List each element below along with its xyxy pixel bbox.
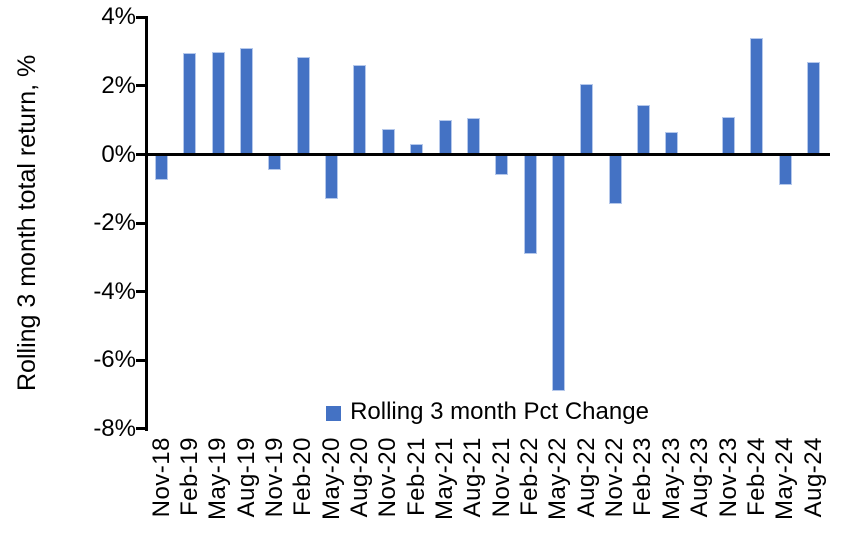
bar <box>296 56 310 155</box>
y-tick-label: -6% <box>93 346 136 374</box>
bar <box>722 116 735 155</box>
x-tick-label: Nov-21 <box>487 437 515 518</box>
bar <box>268 154 282 170</box>
y-axis-title: Rolling 3 month total return, % <box>13 54 41 392</box>
y-tick-label: 2% <box>101 71 136 99</box>
y-tick-mark <box>136 427 145 431</box>
bar <box>183 53 197 155</box>
x-tick-label: Nov-20 <box>374 437 402 518</box>
bar <box>410 144 424 155</box>
y-tick-label: -4% <box>93 277 136 305</box>
bar <box>551 154 565 392</box>
bar <box>523 154 537 254</box>
y-tick-mark <box>136 84 145 88</box>
y-tick-mark <box>136 221 145 225</box>
x-tick-label: Nov-19 <box>260 437 288 518</box>
x-tick-label: Feb-20 <box>289 437 317 517</box>
bar <box>778 154 792 186</box>
x-tick-label: Aug-23 <box>686 437 714 518</box>
y-axis-line <box>145 16 148 431</box>
x-tick-label: Nov-18 <box>147 437 175 518</box>
x-tick-label: Feb-24 <box>742 437 770 517</box>
y-tick-label: -8% <box>93 414 136 442</box>
y-tick-label: 4% <box>101 3 136 31</box>
legend-swatch-icon <box>326 405 342 421</box>
y-tick-mark <box>136 15 145 19</box>
x-tick-label: May-23 <box>657 437 685 521</box>
bar <box>381 128 395 155</box>
bar <box>155 154 168 181</box>
bar <box>636 104 650 155</box>
legend-label: Rolling 3 month Pct Change <box>350 398 649 425</box>
x-axis-zero-line <box>145 153 830 156</box>
bar <box>240 48 254 155</box>
bar <box>438 120 452 155</box>
bar <box>807 61 821 155</box>
y-tick-mark <box>136 153 145 156</box>
bar <box>325 154 339 200</box>
x-tick-label: May-22 <box>544 437 572 521</box>
bar <box>665 132 679 155</box>
bar <box>353 65 367 155</box>
bar <box>466 118 480 155</box>
x-tick-label: Aug-21 <box>459 437 487 518</box>
x-tick-label: Aug-24 <box>799 437 827 518</box>
y-tick-label: -2% <box>93 209 136 237</box>
bar <box>608 154 622 205</box>
legend: Rolling 3 month Pct Change <box>145 398 830 426</box>
bar <box>211 51 225 155</box>
bar <box>580 84 594 155</box>
x-tick-label: Aug-20 <box>345 437 373 518</box>
x-tick-label: Nov-23 <box>714 437 742 518</box>
x-tick-label: Feb-21 <box>402 437 430 517</box>
bar <box>495 154 509 176</box>
y-tick-mark <box>136 358 145 362</box>
x-tick-label: Feb-19 <box>175 437 203 517</box>
x-tick-label: Aug-19 <box>232 437 260 518</box>
y-tick-mark <box>136 290 145 294</box>
x-tick-label: Feb-23 <box>629 437 657 517</box>
x-tick-label: Feb-22 <box>516 437 544 517</box>
x-tick-label: May-24 <box>771 437 799 521</box>
x-tick-label: Nov-22 <box>601 437 629 518</box>
bar <box>750 37 764 155</box>
x-tick-label: May-21 <box>431 437 458 521</box>
y-tick-label: 0% <box>101 140 136 168</box>
x-tick-label: May-20 <box>317 437 345 521</box>
x-tick-label: May-19 <box>204 437 232 521</box>
x-tick-label: Aug-22 <box>572 437 600 518</box>
